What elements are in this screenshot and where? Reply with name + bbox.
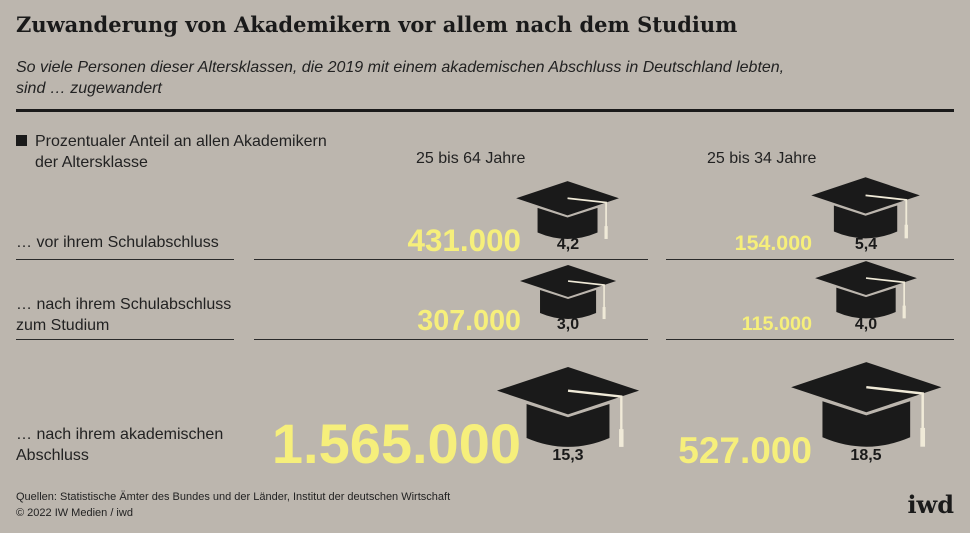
row-separator bbox=[666, 339, 954, 340]
row-label-line: zum Studium bbox=[16, 317, 110, 334]
academic-count: 307.000 bbox=[417, 305, 521, 338]
column-header-25-64: 25 bis 64 Jahre bbox=[416, 150, 526, 167]
row-separator bbox=[16, 259, 234, 260]
row-label: … vor ihrem Schulabschluss bbox=[16, 232, 219, 253]
academic-share: 15,3 bbox=[552, 447, 584, 464]
row-label-line: Abschluss bbox=[16, 447, 89, 464]
academic-count: 1.565.000 bbox=[271, 412, 521, 476]
row-separator bbox=[254, 259, 648, 260]
footer: Quellen: Statistische Ämter des Bundes u… bbox=[16, 489, 450, 521]
legend-square-icon bbox=[16, 135, 27, 146]
row-label-line: … nach ihrem akademischen bbox=[16, 426, 224, 443]
graduation-cap-icon bbox=[815, 261, 917, 319]
chart-title: Zuwanderung von Akademikern vor allem na… bbox=[16, 12, 738, 37]
academic-count: 431.000 bbox=[407, 223, 521, 259]
legend-line-2: der Altersklasse bbox=[35, 154, 148, 171]
column-header-25-34: 25 bis 34 Jahre bbox=[707, 150, 817, 167]
graduation-cap-icon bbox=[811, 177, 921, 239]
legend-line-1: Prozentualer Anteil an allen Akademikern bbox=[35, 133, 327, 150]
row-separator bbox=[254, 339, 648, 340]
academic-share: 3,0 bbox=[556, 316, 580, 333]
academic-share: 4,2 bbox=[556, 236, 580, 253]
copyright-note: © 2022 IW Medien / iwd bbox=[16, 507, 133, 519]
row-label-line: … nach ihrem Schulabschluss bbox=[16, 296, 232, 313]
academic-count: 154.000 bbox=[734, 231, 812, 256]
academic-share: 18,5 bbox=[850, 447, 882, 464]
row-label: … nach ihrem Schulabschluss zum Studium bbox=[16, 294, 231, 336]
row-separator bbox=[16, 339, 234, 340]
academic-share: 4,0 bbox=[854, 316, 878, 333]
graduation-cap-icon bbox=[519, 264, 617, 319]
academic-count: 527.000 bbox=[678, 429, 812, 471]
graduation-cap-icon bbox=[496, 367, 640, 448]
iwd-logo: iwd bbox=[907, 490, 954, 519]
graduation-cap-icon bbox=[516, 180, 620, 239]
row-label: … nach ihrem akademischen Abschluss bbox=[16, 424, 223, 466]
legend: Prozentualer Anteil an allen Akademikern… bbox=[16, 131, 356, 173]
header-rule bbox=[16, 109, 954, 112]
source-note: Quellen: Statistische Ämter des Bundes u… bbox=[16, 491, 451, 503]
row-label-line: … vor ihrem Schulabschluss bbox=[16, 234, 219, 251]
graduation-cap-icon bbox=[790, 362, 942, 447]
chart-subtitle: So viele Personen dieser Altersklassen, … bbox=[16, 59, 785, 97]
academic-share: 5,4 bbox=[854, 236, 878, 253]
row-separator bbox=[666, 259, 954, 260]
academic-count: 115.000 bbox=[741, 312, 812, 335]
